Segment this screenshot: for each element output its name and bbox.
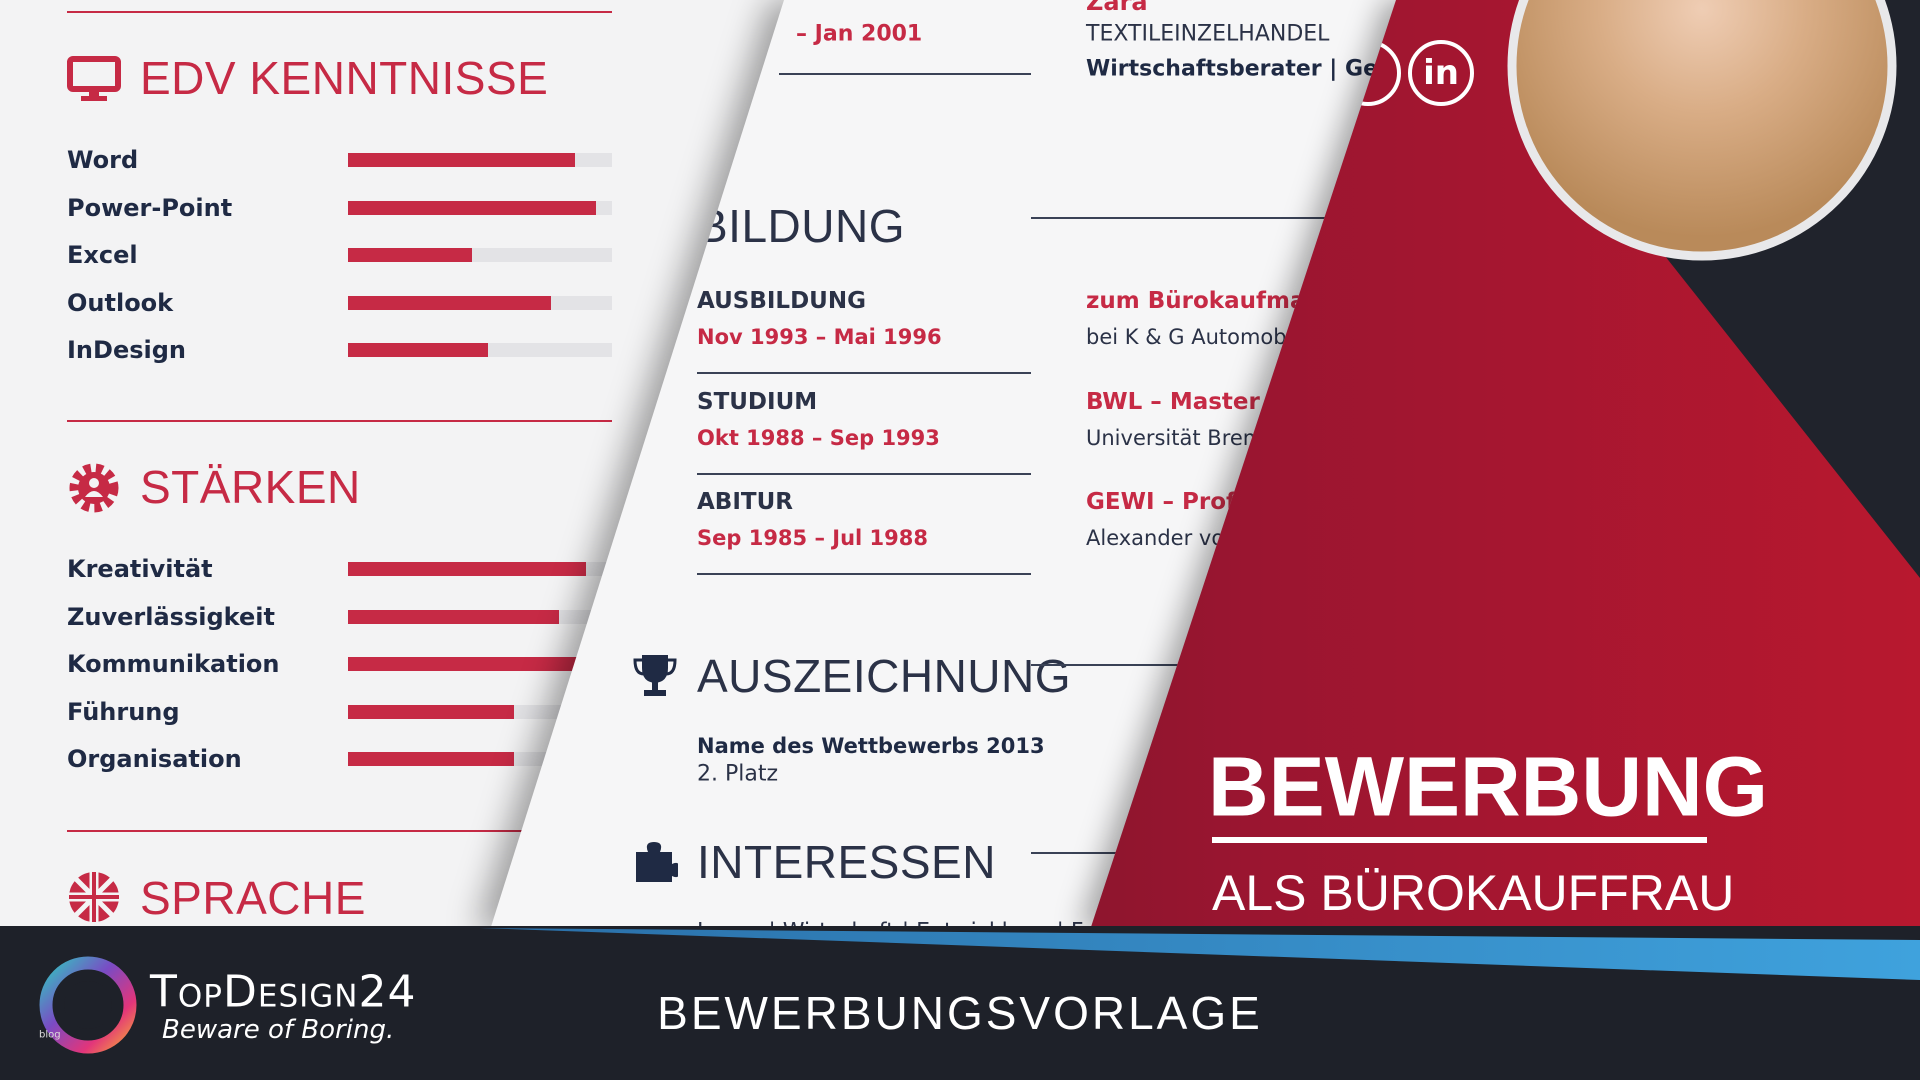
section-title: INTERESSEN xyxy=(697,836,996,888)
skill-label: Kommunikation xyxy=(67,650,280,678)
cover-subtitle: ALS BÜROKAUFFRAU xyxy=(1212,865,1735,921)
cover-title: BEWERBUNG xyxy=(1208,739,1768,834)
divider xyxy=(1031,852,1121,854)
interests-text: Lesen | Wirtschaft | Entwicklung | Fotog… xyxy=(697,920,1182,931)
job-sector: TEXTILEINZELHANDEL xyxy=(1086,21,1330,47)
section-title: BILDUNG xyxy=(697,200,905,252)
linkedin-label[interactable]: in xyxy=(1423,53,1459,93)
accent-stripe xyxy=(480,928,1920,980)
job-company: Zara xyxy=(1086,0,1148,16)
portrait xyxy=(1507,0,1897,261)
skill-label: Kreativität xyxy=(67,555,213,583)
job-date: – Jan 2001 xyxy=(796,21,923,47)
skill-bar xyxy=(348,343,488,357)
entry-date: Nov 1993 – Mai 1996 xyxy=(697,325,942,349)
footer-caption: BEWERBUNGSVORLAGE xyxy=(657,987,1263,1039)
logo-mark xyxy=(39,956,137,1054)
skill-label: Power-Point xyxy=(67,193,233,222)
skill-label: Outlook xyxy=(67,288,174,317)
brand-slogan: Beware of Boring. xyxy=(162,1015,395,1045)
skill-label: Führung xyxy=(67,697,180,726)
entry-subject: BWL – Master of xyxy=(1086,388,1294,415)
title-underline xyxy=(1212,837,1707,843)
divider xyxy=(697,472,1031,475)
job-role: Wirtschaftsberater | Geschäfte xyxy=(1086,56,1470,82)
section-title: AUSZEICHNUNG xyxy=(697,650,1072,702)
skill-bar xyxy=(348,752,515,766)
logo-core xyxy=(64,981,112,1029)
logo-tag: blog xyxy=(39,1029,61,1041)
divider xyxy=(1031,664,1181,666)
award-place: 2. Platz xyxy=(697,761,779,787)
divider xyxy=(697,372,1031,374)
section-title: EDV KENNTNISSE xyxy=(140,52,549,104)
skill-bar xyxy=(348,704,515,719)
entry-title: STUDIUM xyxy=(697,388,818,415)
award-name: Name des Wettbewerbs 2013 xyxy=(697,734,1045,758)
section-title: SPRACHE xyxy=(140,872,366,924)
puzzle-icon xyxy=(636,842,678,882)
entry-place: Alexander von xyxy=(1086,526,1238,550)
section-title: STÄRKEN xyxy=(140,461,361,513)
social-icon[interactable] xyxy=(1408,40,1474,106)
monitor-icon xyxy=(67,56,121,101)
divider xyxy=(67,11,612,13)
skill-label: Excel xyxy=(67,241,138,269)
skill-bar xyxy=(348,562,586,576)
skill-label: Zuverlässigkeit xyxy=(67,602,275,631)
entry-place: bei K & G Automobile xyxy=(1086,325,1312,349)
skill-bar xyxy=(348,248,473,262)
divider xyxy=(697,573,1031,575)
divider xyxy=(67,420,612,422)
skill-bar xyxy=(348,153,576,167)
skill-label: Word xyxy=(67,146,139,174)
divider xyxy=(1031,217,1331,219)
skill-bar xyxy=(348,609,560,624)
skill-bar xyxy=(348,657,581,671)
entry-title: AUSBILDUNG xyxy=(697,288,866,314)
entry-date: Sep 1985 – Jul 1988 xyxy=(697,526,928,550)
entry-subject: GEWI – Profil xyxy=(1086,489,1251,515)
skill-label: InDesign xyxy=(67,336,186,364)
skill-bar xyxy=(348,295,552,310)
gear-icon xyxy=(69,463,119,513)
skill-label: Organisation xyxy=(67,745,242,773)
entry-date: Okt 1988 – Sep 1993 xyxy=(697,425,940,450)
footer-bar xyxy=(0,926,1920,1080)
brand-name: TopDesign24 xyxy=(150,966,417,1018)
skill-bar xyxy=(348,200,597,215)
divider xyxy=(67,830,612,832)
trophy-icon xyxy=(633,655,677,696)
divider xyxy=(779,73,1031,75)
entry-title: ABITUR xyxy=(697,489,793,515)
flag-icon xyxy=(69,872,119,922)
